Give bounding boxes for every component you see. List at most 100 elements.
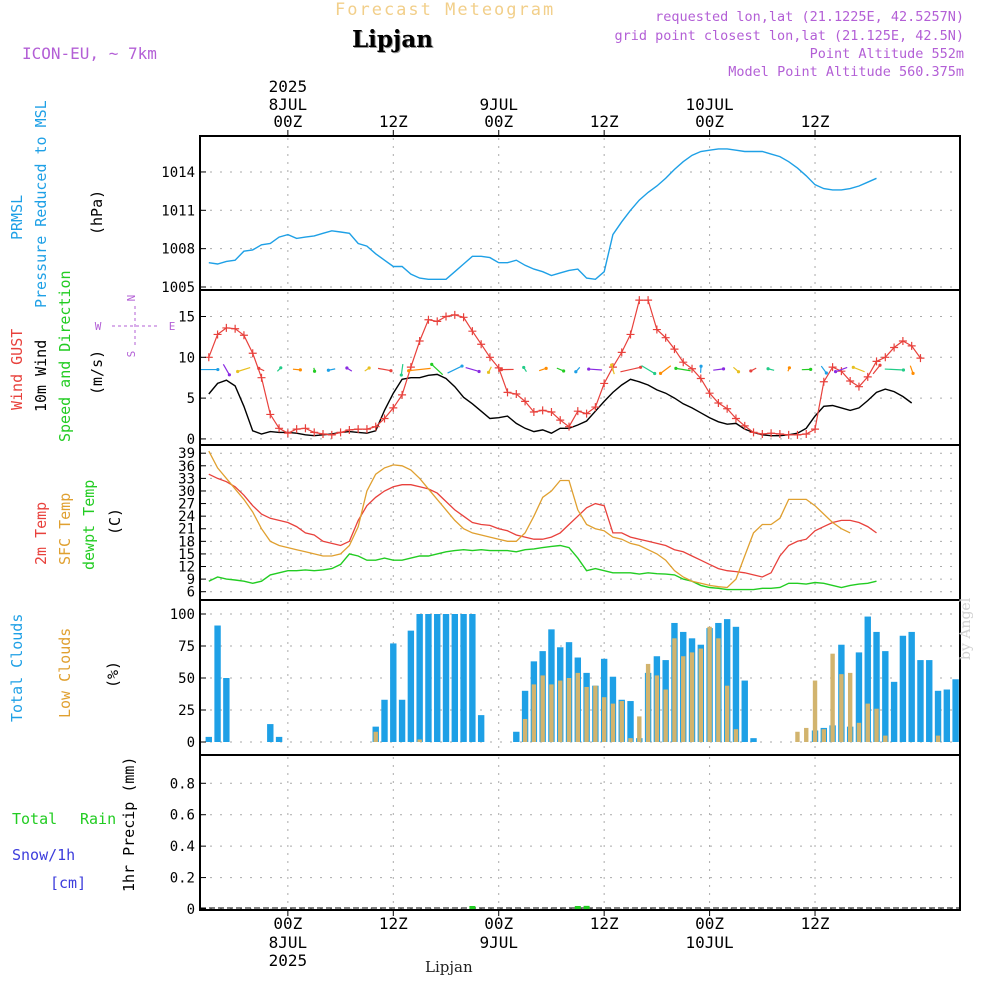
gust-point [573, 407, 582, 416]
panel-frame [199, 444, 961, 601]
low-cloud-bar [830, 653, 835, 742]
requested-coordinates: requested lon,lat (21.1225E, 42.5257N) [655, 9, 964, 25]
wind-direction-arrow [620, 366, 641, 373]
y-tick-label: 0 [187, 432, 195, 448]
sfc-temp-line [208, 450, 851, 589]
gust-point [433, 317, 442, 326]
gust-point [204, 353, 213, 362]
gust-point [389, 403, 398, 412]
gust-point [231, 324, 240, 333]
wind-arrow-head [326, 368, 330, 372]
gust-point [512, 390, 521, 399]
gust-point [872, 357, 881, 366]
total-clouds-label: Total Clouds [8, 613, 26, 722]
y-tick-label: 10 [178, 350, 195, 366]
low-cloud-bar [874, 708, 879, 742]
day-label-bottom: 10JUL [686, 933, 734, 952]
gust-point [310, 428, 319, 437]
gust-point [477, 340, 486, 349]
low-clouds-label: Low Clouds [56, 627, 74, 718]
low-cloud-bar [698, 648, 704, 742]
wind-direction-arrow [884, 368, 904, 371]
wind-direction-arrow [713, 368, 724, 371]
gust-point [345, 425, 354, 434]
gust-point [775, 430, 784, 439]
low-cloud-bar [681, 656, 686, 742]
precip-rain-label: Rain [80, 810, 117, 828]
gust-point [556, 416, 565, 425]
total-cloud-bar [390, 643, 397, 742]
gust-point [292, 425, 301, 434]
wind-arrow-head [766, 367, 770, 371]
y-tick-label: 15 [178, 309, 195, 325]
y-tick-label: 50 [178, 671, 195, 687]
total-cloud-bar [899, 635, 907, 742]
low-cloud-bar [883, 735, 888, 742]
y-tick-label: 33 [178, 471, 195, 487]
low-cloud-bar [558, 680, 563, 742]
gust-point [301, 424, 310, 433]
gust-point [811, 425, 820, 434]
low-cloud-bar [821, 729, 827, 742]
wind-arrow-head [460, 364, 464, 368]
snow-label: Snow/1h [12, 846, 76, 864]
pressure-label-1: PRMSL [8, 194, 26, 240]
total-cloud-bar [513, 731, 520, 742]
time-label-top: 12Z [801, 112, 830, 131]
snow-unit: [cm] [50, 874, 87, 892]
wind-arrow-head [345, 366, 349, 370]
gust-point [679, 358, 688, 367]
total-cloud-bar [451, 614, 458, 742]
gust-point [424, 315, 433, 324]
wind-arrow-head [367, 366, 371, 370]
y-tick-label: 24 [178, 509, 195, 525]
compass-n: N [125, 295, 138, 302]
low-cloud-bar [839, 674, 844, 742]
gust-point [793, 430, 802, 439]
wind-direction-label: Speed and Direction [56, 270, 74, 442]
low-cloud-bar [373, 731, 378, 742]
y-tick-label: 0 [187, 902, 195, 918]
gust-point [819, 377, 828, 386]
gust-point [327, 430, 336, 439]
y-tick-label: 21 [178, 522, 195, 538]
gust-point [837, 367, 846, 376]
gust-point [222, 323, 231, 332]
gust-point [538, 406, 547, 415]
pressure-line [208, 148, 877, 281]
gust-point [854, 382, 863, 391]
gust-point [626, 330, 635, 339]
low-cloud-bar [645, 663, 651, 742]
gust-point [362, 425, 371, 434]
gust-point [705, 389, 714, 398]
wind-direction-arrow [588, 368, 603, 371]
low-cloud-bar [610, 703, 616, 742]
low-cloud-bar [628, 738, 633, 742]
precip-total-label: Total [12, 810, 58, 828]
time-label-top: 00Z [695, 112, 724, 131]
low-cloud-bar [522, 718, 528, 742]
wind-arrow-head [851, 365, 855, 369]
model-point-altitude: Model Point Altitude 560.375m [728, 64, 964, 80]
wind-direction-arrow [853, 366, 865, 373]
wind-arrow-head [257, 366, 261, 370]
gust-point [740, 421, 749, 430]
time-label-bottom: 12Z [801, 914, 830, 933]
y-tick-label: 27 [178, 497, 195, 513]
gust-point [521, 397, 530, 406]
gust-point [758, 430, 767, 439]
wind-direction-arrow [408, 367, 431, 372]
wind-arrow-head [787, 366, 792, 370]
low-cloud-bar [733, 729, 739, 742]
total-cloud-bar [917, 660, 924, 742]
wind-direction-arrow [400, 363, 404, 376]
precip-unit: 1hr Precip (mm) [120, 756, 138, 892]
total-cloud-bar [477, 715, 485, 742]
low-cloud-bar [812, 680, 818, 742]
wind-arrow-head [721, 367, 726, 371]
y-tick-label: 1005 [161, 280, 195, 296]
wind-direction-arrow [431, 363, 444, 376]
total-cloud-bar [398, 699, 406, 742]
wind-direction-arrow [675, 367, 691, 372]
wind-arrow-head [216, 367, 220, 372]
